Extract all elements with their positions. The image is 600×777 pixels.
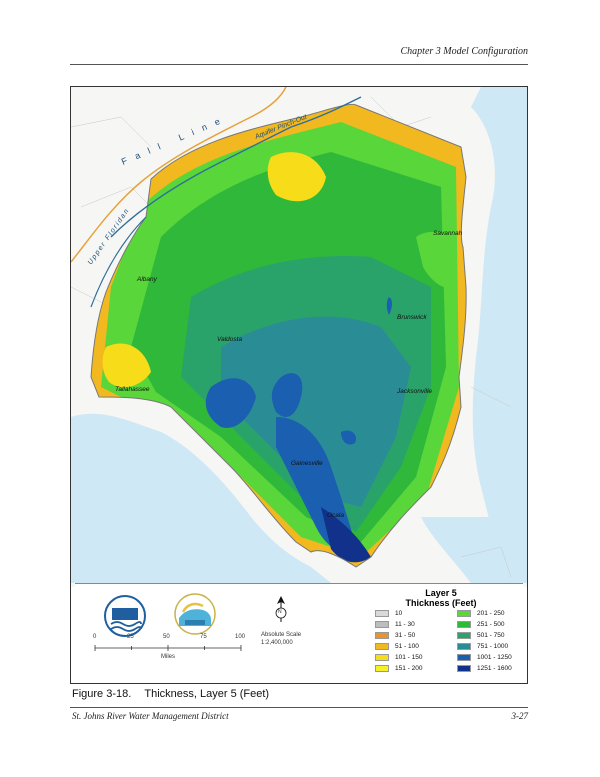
legend-label: 201 - 250: [477, 610, 505, 618]
legend-label: 51 - 100: [395, 643, 419, 651]
map-frame: Fall Line Aquifer Pinch-Out Upper Florid…: [70, 86, 528, 684]
legend-label: 151 - 200: [395, 665, 423, 673]
legend-swatch: [375, 632, 389, 639]
legend-swatch: [457, 654, 471, 661]
legend-item: 31 - 50: [375, 632, 415, 640]
ocean-east: [471, 87, 527, 527]
legend-item: 251 - 500: [457, 621, 504, 629]
legend-swatch: [375, 610, 389, 617]
gulf-of-mexico: [71, 413, 331, 583]
city-jacksonville: Jacksonville: [396, 388, 432, 395]
legend-swatch: [457, 632, 471, 639]
scale-tick-75: 75: [200, 634, 207, 640]
legend-panel: N Absolute Scale 1:2,400,000 0 25 50 75 …: [75, 583, 523, 680]
figure-number: Figure 3-18.: [72, 688, 132, 700]
scale-unit: Miles: [161, 654, 176, 660]
legend-swatch: [457, 643, 471, 650]
footer-rule: [70, 707, 528, 708]
north-label: N: [278, 609, 282, 615]
legend-swatch: [457, 665, 471, 672]
page-number: 3-27: [511, 711, 529, 721]
legend-item: 101 - 150: [375, 654, 422, 662]
fall-line: [71, 87, 287, 263]
legend-item: 10: [375, 610, 402, 618]
legend-item: 201 - 250: [457, 610, 504, 618]
figure-caption: Figure 3-18. Thickness, Layer 5 (Feet): [72, 688, 269, 700]
aquifer-pinch-out-line: [110, 96, 362, 238]
north-arrow-icon: [275, 596, 287, 622]
legend-item: 751 - 1000: [457, 643, 508, 651]
scale-tick-50: 50: [163, 634, 170, 640]
legend-item: 1001 - 1250: [457, 654, 512, 662]
legend-label: 31 - 50: [395, 632, 416, 640]
legend-label: 1251 - 1600: [477, 665, 512, 673]
page-header: Chapter 3 Model Configuration: [400, 46, 529, 57]
city-gainesville: Gainesville: [291, 460, 323, 467]
legend-title-line2: Thickness (Feet): [405, 598, 477, 608]
scale-tick-0: 0: [93, 634, 97, 640]
city-ocala: Ocala: [327, 512, 344, 519]
legend-label: 1001 - 1250: [477, 654, 512, 662]
legend-swatch: [375, 621, 389, 628]
legend-label: 101 - 150: [395, 654, 423, 662]
legend-label: 251 - 500: [477, 621, 505, 629]
legend-label: 751 - 1000: [477, 643, 509, 651]
header-rule: [70, 64, 528, 65]
scale-tick-100: 100: [235, 634, 246, 640]
sjrwmd-logo: [104, 595, 146, 637]
city-brunswick: Brunswick: [397, 314, 427, 321]
scale-tick-25: 25: [127, 634, 134, 640]
legend-label: 10: [395, 610, 403, 618]
legend-item: 1251 - 1600: [457, 665, 512, 673]
legend-label: 501 - 750: [477, 632, 505, 640]
legend-item: 11 - 30: [375, 621, 415, 629]
city-albany: Albany: [136, 276, 158, 283]
scale-ratio: 1:2,400,000: [261, 640, 293, 646]
legend-swatch: [375, 654, 389, 661]
legend-swatch: [457, 610, 471, 617]
city-valdosta: Valdosta: [217, 336, 242, 343]
legend-label: 11 - 30: [395, 621, 415, 629]
legend-item: 151 - 200: [375, 665, 422, 673]
legend-swatch: [457, 621, 471, 628]
legend-title: Layer 5 Thickness (Feet): [377, 588, 505, 608]
legend-swatch: [375, 665, 389, 672]
absolute-scale-label: Absolute Scale: [261, 632, 302, 638]
city-savannah: Savannah: [433, 230, 463, 237]
footer-organization: St. Johns River Water Management Distric…: [72, 711, 229, 721]
district-seal-logo: [174, 593, 216, 635]
thickness-map: Fall Line Aquifer Pinch-Out Upper Florid…: [71, 87, 527, 587]
ocean-southeast: [421, 517, 527, 583]
upper-floridan-boundary: [90, 216, 147, 308]
legend-swatch: [375, 643, 389, 650]
model-domain-outline: [90, 103, 467, 568]
legend-title-line1: Layer 5: [425, 588, 457, 598]
legend-item: 501 - 750: [457, 632, 504, 640]
figure-title: Thickness, Layer 5 (Feet): [144, 688, 270, 700]
scale-bar: [94, 645, 242, 651]
legend-item: 51 - 100: [375, 643, 419, 651]
city-tallahassee: Tallahassee: [115, 386, 150, 393]
